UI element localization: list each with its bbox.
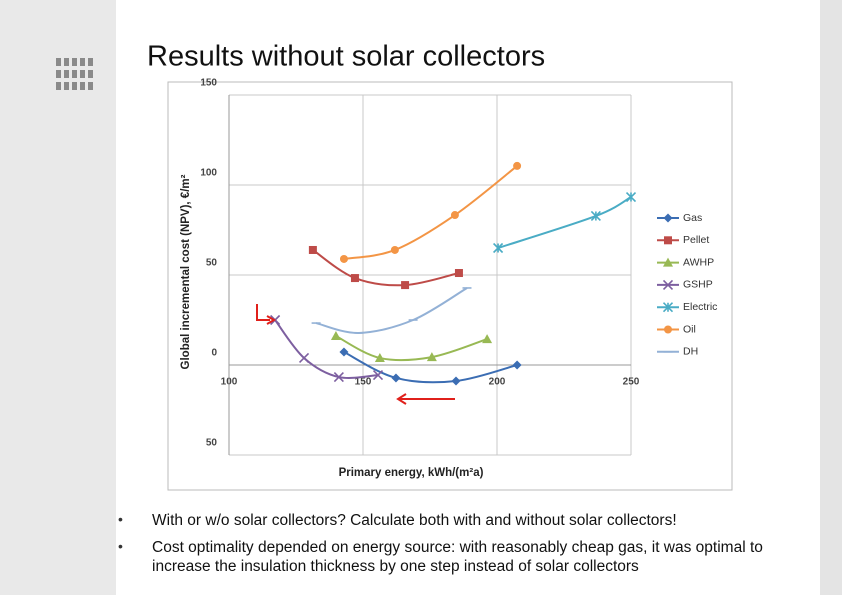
bullet: • <box>118 511 123 527</box>
series-line <box>274 319 379 379</box>
marker <box>390 245 399 254</box>
marker <box>454 269 463 278</box>
marker <box>308 245 317 254</box>
marker <box>391 373 401 383</box>
legend-label: AWHP <box>683 256 714 268</box>
marker <box>512 360 522 370</box>
x-tick-label: 150 <box>355 377 372 388</box>
logo <box>56 58 93 90</box>
legend-label: Oil <box>683 323 696 335</box>
series-line <box>315 287 468 334</box>
y-tick-label: 100 <box>200 168 217 179</box>
marker <box>350 274 359 283</box>
legend-marker <box>663 257 673 267</box>
x-tick-label: 200 <box>489 377 506 388</box>
legend-label: Pellet <box>683 234 709 246</box>
marker <box>339 347 349 357</box>
series-line <box>343 351 518 384</box>
marker <box>590 210 601 222</box>
legend-label: Gas <box>683 212 702 224</box>
legend-marker <box>663 213 673 223</box>
legend-marker <box>664 325 672 334</box>
marker <box>426 352 437 362</box>
chart-frame <box>167 81 733 491</box>
marker <box>451 376 461 386</box>
side-band <box>820 0 842 595</box>
marker <box>372 370 384 381</box>
slide-title: Results without solar collectors <box>147 41 545 73</box>
y-tick-label: 0 <box>211 348 217 359</box>
y-axis-label: Global incremental cost (NPV), €/m² <box>180 174 192 369</box>
y-tick-label: 50 <box>206 258 218 269</box>
marker <box>493 242 504 254</box>
marker <box>374 352 385 362</box>
series-line <box>497 196 632 249</box>
marker <box>625 191 637 203</box>
marker <box>339 254 348 263</box>
bullet: • <box>118 538 123 554</box>
legend-marker <box>662 279 674 290</box>
x-tick-label: 250 <box>623 377 640 388</box>
legend-label: DH <box>683 346 698 358</box>
x-axis-label: Primary energy, kWh/(m²a) <box>339 467 484 479</box>
side-band <box>0 0 116 595</box>
bullet-text: Cost optimality depended on energy sourc… <box>152 539 763 575</box>
marker <box>333 371 344 383</box>
legend-marker <box>664 236 672 245</box>
legend-label: Electric <box>683 301 717 313</box>
y-tick-label: 50 <box>206 438 218 449</box>
y-tick-label: 150 <box>200 78 217 89</box>
marker <box>401 281 410 290</box>
bullet-text: With or w/o solar collectors? Calculate … <box>152 512 677 529</box>
marker <box>298 352 310 364</box>
marker <box>330 331 341 341</box>
marker <box>482 334 493 344</box>
marker <box>450 211 459 220</box>
series-line <box>343 165 518 260</box>
legend-label: GSHP <box>683 279 713 291</box>
series-line <box>335 335 488 362</box>
marker <box>513 161 522 170</box>
series-line <box>312 249 460 287</box>
annotation-arrows <box>256 304 455 405</box>
legend-marker <box>662 302 674 313</box>
